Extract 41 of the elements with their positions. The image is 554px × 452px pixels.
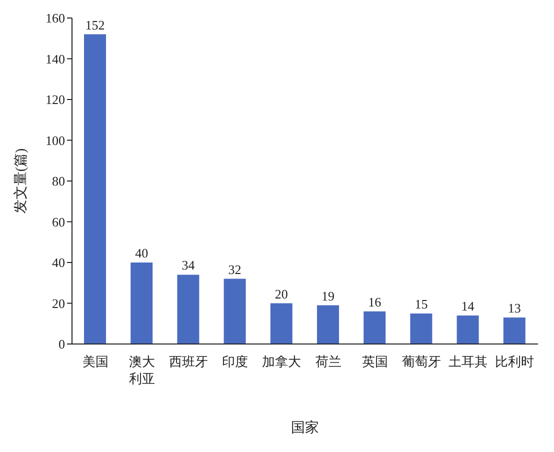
- data-label: 152: [85, 17, 105, 32]
- y-tick-label: 20: [52, 296, 65, 311]
- data-label: 40: [135, 246, 148, 260]
- data-label: 32: [228, 262, 242, 277]
- data-label: 34: [182, 258, 196, 273]
- y-tick-label: 0: [58, 336, 65, 352]
- y-tick-label: 40: [52, 255, 65, 270]
- y-tick-label: 140: [46, 51, 65, 66]
- bar: [84, 34, 106, 344]
- y-tick-label: 160: [46, 10, 65, 26]
- bar: [224, 278, 246, 344]
- x-axis-title: 国家: [291, 420, 319, 436]
- data-label: 20: [274, 286, 288, 302]
- data-label: 15: [414, 296, 428, 312]
- y-axis-title: 发文量(篇): [12, 148, 29, 214]
- bar: [177, 274, 200, 344]
- bar: [130, 262, 153, 344]
- y-tick-label: 80: [52, 174, 65, 189]
- x-tick-label: 葡萄牙: [402, 354, 441, 369]
- data-label: 13: [508, 300, 521, 316]
- bar: [503, 318, 526, 344]
- x-tick-label: 西班牙: [169, 354, 208, 369]
- x-tick-label: 土耳其: [448, 354, 488, 369]
- data-label: 16: [368, 294, 382, 310]
- bar: [317, 305, 339, 344]
- y-tick-label: 100: [46, 132, 65, 148]
- x-tick-label: 印度: [222, 354, 248, 369]
- y-tick-label: 120: [46, 92, 65, 108]
- bar: [456, 315, 479, 344]
- bar: [270, 303, 292, 344]
- y-tick-label: 60: [52, 214, 65, 230]
- x-tick-label: 加拿大: [262, 354, 302, 369]
- x-tick-label: 澳大利亚: [128, 354, 155, 386]
- bar: [364, 311, 386, 344]
- bar: [410, 313, 432, 344]
- x-tick-label: 英国: [362, 354, 388, 369]
- x-tick-label: 荷兰: [315, 354, 342, 369]
- data-label: 14: [461, 298, 475, 314]
- x-tick-label: 美国: [82, 354, 108, 369]
- x-tick-label: 比利时: [495, 354, 534, 369]
- data-label: 19: [322, 288, 334, 304]
